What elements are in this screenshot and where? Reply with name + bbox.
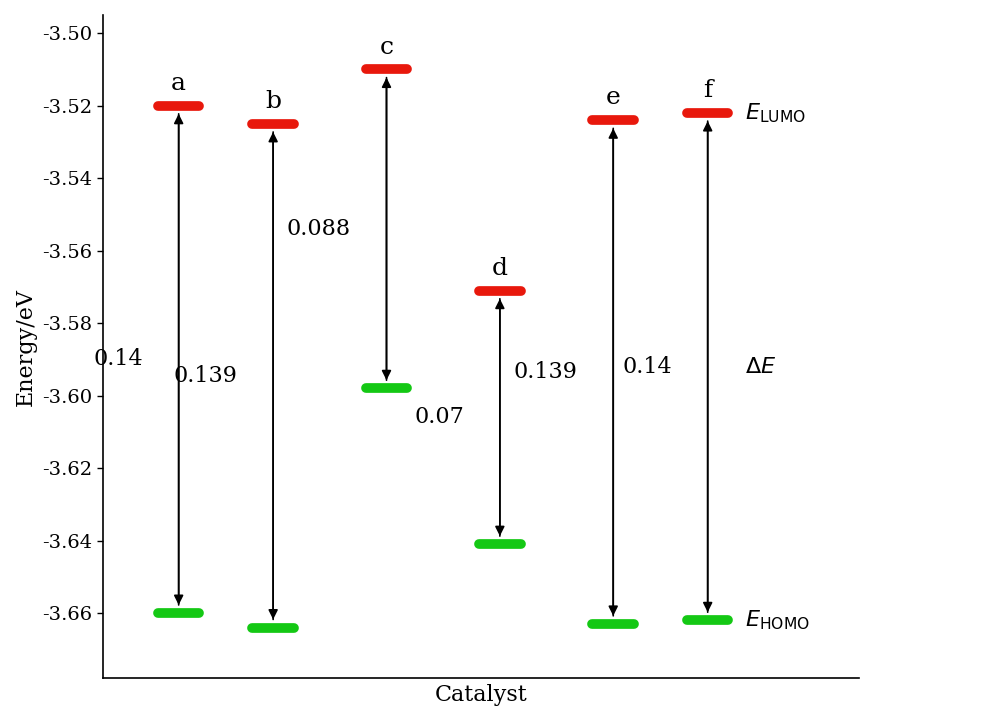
Text: $\Delta E$: $\Delta E$ — [746, 355, 777, 378]
Text: c: c — [379, 35, 393, 58]
Text: $E_{\mathrm{HOMO}}$: $E_{\mathrm{HOMO}}$ — [746, 609, 810, 632]
Text: 0.07: 0.07 — [414, 407, 464, 428]
Text: $E_{\mathrm{LUMO}}$: $E_{\mathrm{LUMO}}$ — [746, 101, 806, 125]
Text: a: a — [171, 72, 186, 94]
Y-axis label: Energy/eV: Energy/eV — [15, 288, 37, 406]
Text: d: d — [492, 257, 507, 280]
Text: f: f — [703, 79, 712, 102]
Text: 0.139: 0.139 — [174, 365, 237, 386]
Text: b: b — [265, 90, 281, 113]
X-axis label: Catalyst: Catalyst — [435, 684, 527, 706]
Text: 0.14: 0.14 — [93, 348, 143, 371]
Text: 0.088: 0.088 — [286, 218, 351, 240]
Text: e: e — [606, 87, 621, 110]
Text: 0.14: 0.14 — [623, 355, 672, 378]
Text: 0.139: 0.139 — [513, 361, 577, 383]
